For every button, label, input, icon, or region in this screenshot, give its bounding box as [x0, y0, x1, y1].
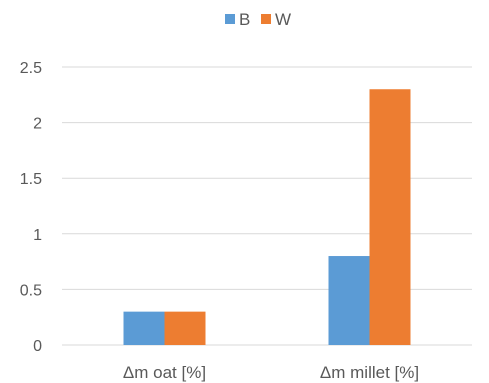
bar-B-0 [123, 311, 165, 345]
bars [123, 89, 411, 346]
legend-label-W: W [275, 10, 291, 29]
y-tick-label: 1.5 [20, 171, 42, 188]
y-tick-label: 2 [33, 116, 42, 133]
legend-swatch-W [261, 14, 271, 24]
x-category-label: Δm oat [%] [123, 363, 206, 382]
legend-label-B: B [239, 10, 250, 29]
bar-B-1 [328, 256, 370, 345]
y-axis-tick-labels: 0 0.5 1 1.5 2 2.5 [20, 60, 42, 355]
y-tick-label: 2.5 [20, 60, 42, 77]
y-tick-label: 1 [33, 227, 42, 244]
x-category-label: Δm millet [%] [320, 363, 419, 382]
bar-W-1 [369, 89, 411, 346]
legend-swatch-B [225, 14, 235, 24]
y-tick-label: 0.5 [20, 282, 42, 299]
bar-W-0 [164, 311, 206, 345]
y-tick-label: 0 [33, 338, 42, 355]
x-axis-category-labels: Δm oat [%] Δm millet [%] [123, 363, 419, 382]
